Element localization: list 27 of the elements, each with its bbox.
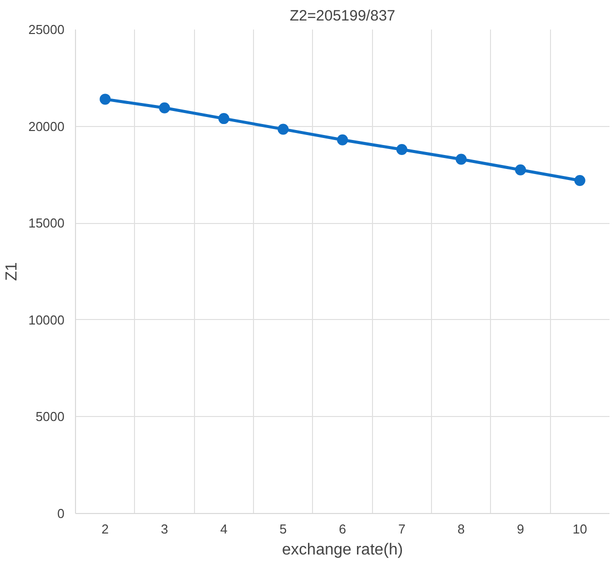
x-tick-label: 8 xyxy=(458,522,465,536)
point xyxy=(396,144,408,156)
y-tick-label: 25000 xyxy=(28,22,65,37)
y-tick-label: 10000 xyxy=(28,312,65,328)
y-axis-title: Z1 xyxy=(3,262,20,281)
point xyxy=(218,113,230,124)
x-axis-title: exchange rate(h) xyxy=(282,542,403,558)
x-tick-label: 7 xyxy=(398,522,406,536)
x-tick-label: 3 xyxy=(160,522,168,536)
chart-title: Z2=205199/837 xyxy=(290,8,396,24)
x-tick-label: 10 xyxy=(572,522,588,536)
point xyxy=(100,94,111,105)
x-tick-label: 9 xyxy=(516,522,524,536)
x-tick-label: 4 xyxy=(220,522,228,536)
point xyxy=(574,175,586,186)
x-tick-label: 6 xyxy=(338,522,346,536)
y-tick-label: 20000 xyxy=(28,118,65,134)
y-tick-label: 0 xyxy=(57,506,65,521)
x-tick-label: 2 xyxy=(102,522,109,536)
point xyxy=(159,102,170,114)
y-tick-label: 5000 xyxy=(36,409,64,424)
point xyxy=(278,124,289,135)
y-tick-label: 15000 xyxy=(28,216,65,231)
point xyxy=(515,164,526,176)
point xyxy=(337,134,348,146)
x-tick-label: 5 xyxy=(280,522,287,536)
point xyxy=(456,154,467,165)
